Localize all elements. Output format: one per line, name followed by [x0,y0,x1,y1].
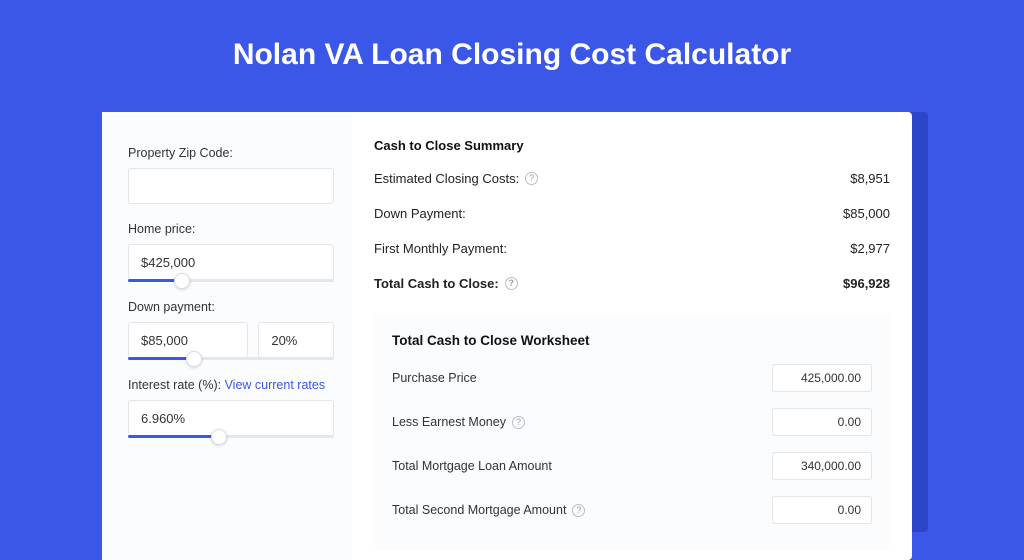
summary-title: Cash to Close Summary [374,138,890,153]
interest-rate-input[interactable] [128,400,334,436]
help-icon[interactable]: ? [512,416,525,429]
interest-rate-label-text: Interest rate (%): [128,378,225,392]
page-title: Nolan VA Loan Closing Cost Calculator [0,0,1024,102]
field-home-price: Home price: [128,222,334,282]
calculator-panel: Property Zip Code: Home price: Down paym… [102,112,912,560]
help-icon[interactable]: ? [525,172,538,185]
interest-rate-slider-thumb[interactable] [211,429,227,445]
summary-row: Total Cash to Close:? $96,928 [374,274,890,293]
summary-row-label: Total Cash to Close:? [374,276,518,291]
help-icon[interactable]: ? [505,277,518,290]
worksheet-row-value[interactable] [772,364,872,392]
form-column: Property Zip Code: Home price: Down paym… [102,112,352,560]
worksheet-row: Less Earnest Money? [392,408,872,436]
down-payment-slider-fill [128,357,194,360]
worksheet-row: Total Second Mortgage Amount? [392,496,872,524]
worksheet-row-label: Purchase Price [392,371,477,385]
home-price-input[interactable] [128,244,334,280]
interest-rate-slider-fill [128,435,219,438]
home-price-slider-thumb[interactable] [174,273,190,289]
worksheet-row: Total Mortgage Loan Amount [392,452,872,480]
home-price-slider[interactable] [128,279,334,282]
interest-rate-label: Interest rate (%): View current rates [128,378,334,392]
view-rates-link[interactable]: View current rates [225,378,326,392]
results-column: Cash to Close Summary Estimated Closing … [352,112,912,560]
field-interest-rate: Interest rate (%): View current rates [128,378,334,438]
worksheet-row-value[interactable] [772,496,872,524]
summary-row-value: $96,928 [843,276,890,291]
summary-row: Estimated Closing Costs:? $8,951 [374,169,890,188]
down-payment-label: Down payment: [128,300,334,314]
cash-to-close-worksheet: Total Cash to Close Worksheet Purchase P… [374,313,890,550]
down-payment-slider[interactable] [128,357,334,360]
home-price-label: Home price: [128,222,334,236]
field-zip: Property Zip Code: [128,146,334,204]
field-down-payment: Down payment: [128,300,334,360]
interest-rate-slider[interactable] [128,435,334,438]
help-icon[interactable]: ? [572,504,585,517]
summary-row-value: $8,951 [850,171,890,186]
worksheet-row-value[interactable] [772,452,872,480]
summary-row-value: $2,977 [850,241,890,256]
cash-to-close-summary: Cash to Close Summary Estimated Closing … [374,138,890,293]
worksheet-title: Total Cash to Close Worksheet [392,333,872,348]
summary-row: First Monthly Payment: $2,977 [374,239,890,258]
summary-row-label: First Monthly Payment: [374,241,507,256]
summary-row: Down Payment: $85,000 [374,204,890,223]
down-payment-slider-thumb[interactable] [186,351,202,367]
worksheet-row: Purchase Price [392,364,872,392]
down-payment-pct-input[interactable] [258,322,334,358]
summary-row-value: $85,000 [843,206,890,221]
summary-row-label: Down Payment: [374,206,466,221]
worksheet-row-label: Total Second Mortgage Amount? [392,503,585,517]
worksheet-row-label: Less Earnest Money? [392,415,525,429]
worksheet-row-value[interactable] [772,408,872,436]
zip-label: Property Zip Code: [128,146,334,160]
summary-row-label: Estimated Closing Costs:? [374,171,538,186]
zip-input[interactable] [128,168,334,204]
worksheet-row-label: Total Mortgage Loan Amount [392,459,552,473]
